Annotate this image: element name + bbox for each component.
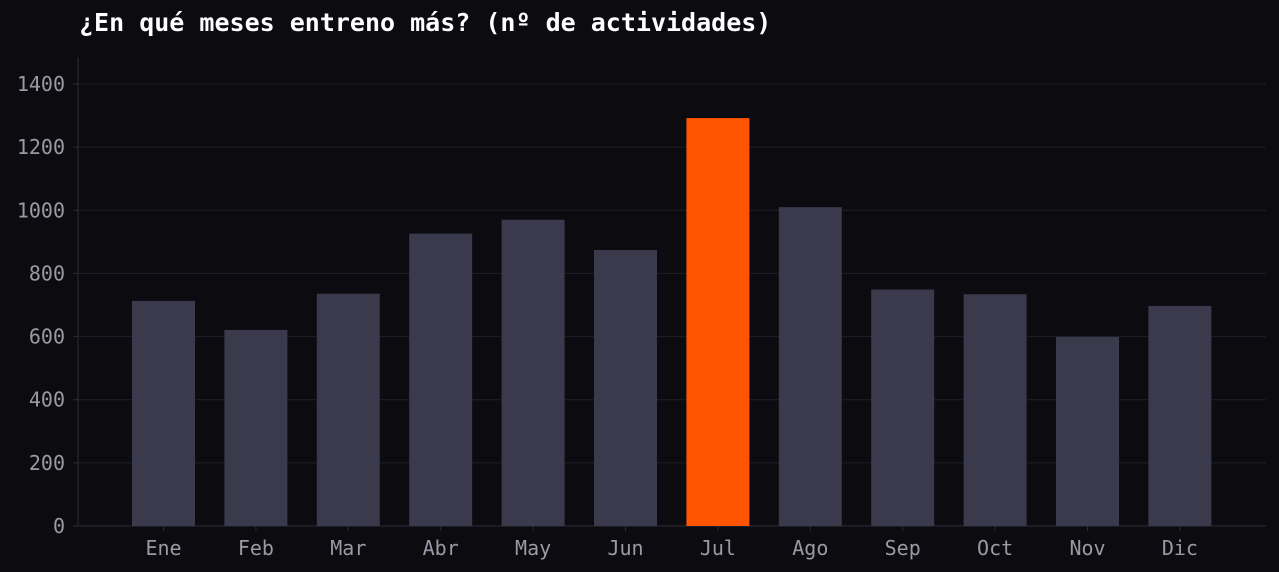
- x-tick-labels: Ene Feb Mar Abr May Jun Jul Ago Sep Oct Nov Dic: [145, 536, 1198, 560]
- bar-sep: [871, 289, 935, 526]
- bar-abr: [409, 233, 473, 527]
- bar-oct: [963, 294, 1027, 526]
- y-tick-label: 0: [53, 514, 65, 538]
- x-tick-label: Sep: [885, 536, 921, 560]
- chart-title: ¿En qué meses entreno más? (nº de activi…: [79, 8, 772, 37]
- bar-mar: [316, 293, 380, 526]
- x-tick-label: Abr: [423, 536, 459, 560]
- x-tick-label: Jul: [700, 536, 736, 560]
- y-tick-label: 400: [29, 388, 65, 412]
- bar-dic: [1148, 305, 1212, 526]
- y-tick-label: 1200: [17, 135, 65, 159]
- x-tick-label: Feb: [238, 536, 274, 560]
- bar-ago: [778, 207, 842, 526]
- bar-jun: [594, 250, 657, 526]
- bar-feb: [224, 329, 288, 526]
- y-tick-label: 1400: [17, 72, 65, 96]
- bar-ene: [132, 300, 195, 526]
- x-tick-label: Oct: [977, 536, 1013, 560]
- bar-layer: [132, 118, 1212, 527]
- x-tick-label: Ago: [792, 536, 828, 560]
- y-tick-label: 1000: [17, 198, 65, 222]
- x-tick-label: Mar: [330, 536, 366, 560]
- x-tick-label: Nov: [1069, 536, 1105, 560]
- y-tick-label: 800: [29, 261, 65, 285]
- y-tick-label: 600: [29, 325, 65, 349]
- bar-jul: [686, 118, 750, 527]
- x-tick-label: Ene: [145, 536, 181, 560]
- y-tick-labels: 0 200 400 600 800 1000 1200 1400: [17, 72, 65, 538]
- bar-may: [501, 219, 565, 526]
- x-tick-label: Jun: [607, 536, 643, 560]
- y-tick-label: 200: [29, 451, 65, 475]
- x-tick-label: Dic: [1162, 536, 1198, 560]
- x-tick-label: May: [515, 536, 551, 560]
- bar-nov: [1056, 336, 1119, 526]
